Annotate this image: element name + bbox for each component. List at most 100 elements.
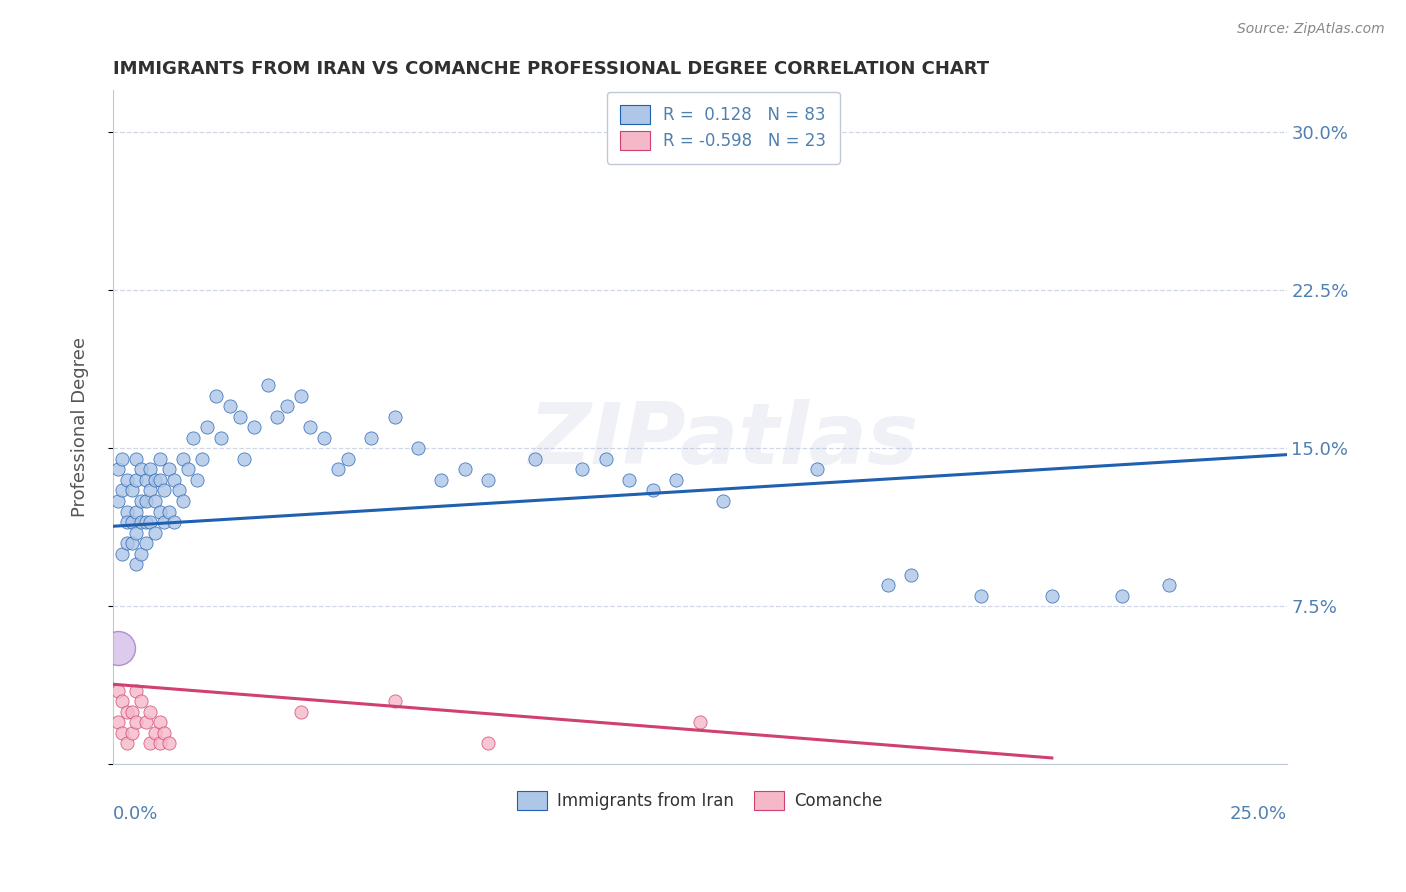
Point (181, 431, 204, 445)
Point (115, 736, 138, 750)
Point (191, 451, 214, 466)
Point (360, 431, 382, 445)
Point (406, 442, 429, 456)
Point (115, 705, 138, 719)
Point (163, 473, 186, 487)
Point (139, 515, 162, 529)
Point (135, 536, 157, 550)
Point (143, 525, 166, 540)
Point (107, 715, 129, 730)
Point (524, 451, 547, 466)
Point (384, 694, 406, 708)
Point (115, 536, 138, 550)
Point (121, 536, 143, 550)
Point (430, 473, 453, 487)
Point (228, 409, 250, 424)
Point (129, 694, 152, 708)
Point (107, 494, 129, 508)
Point (125, 683, 148, 698)
Point (595, 451, 617, 466)
Point (619, 473, 641, 487)
Point (157, 462, 180, 476)
Point (121, 515, 143, 529)
Point (157, 504, 180, 518)
Point (115, 515, 138, 529)
Point (167, 483, 190, 498)
Point (233, 451, 256, 466)
Point (290, 389, 312, 403)
Point (125, 451, 148, 466)
Point (157, 736, 180, 750)
Point (125, 715, 148, 730)
Text: 0.0%: 0.0% (112, 805, 159, 822)
Text: IMMIGRANTS FROM IRAN VS COMANCHE PROFESSIONAL DEGREE CORRELATION CHART: IMMIGRANTS FROM IRAN VS COMANCHE PROFESS… (112, 60, 988, 78)
Point (172, 451, 194, 466)
Point (143, 725, 166, 739)
Point (209, 431, 232, 445)
Point (172, 494, 194, 508)
Point (384, 409, 406, 424)
Point (149, 736, 172, 750)
Point (139, 483, 162, 498)
Y-axis label: Professional Degree: Professional Degree (72, 337, 89, 517)
Point (290, 705, 312, 719)
Point (111, 694, 134, 708)
Legend: Immigrants from Iran, Comanche: Immigrants from Iran, Comanche (510, 784, 889, 816)
Point (256, 378, 278, 392)
Point (115, 473, 138, 487)
Point (806, 462, 828, 476)
Point (205, 389, 228, 403)
Point (153, 725, 176, 739)
Point (276, 399, 298, 413)
Point (186, 473, 208, 487)
Point (665, 473, 688, 487)
Point (111, 547, 134, 561)
Text: Source: ZipAtlas.com: Source: ZipAtlas.com (1237, 22, 1385, 37)
Point (135, 473, 157, 487)
Point (139, 736, 162, 750)
Point (125, 473, 148, 487)
Point (129, 547, 152, 561)
Point (139, 462, 162, 476)
Point (641, 483, 664, 498)
Point (153, 483, 176, 498)
Point (219, 399, 242, 413)
Point (876, 578, 898, 592)
Point (900, 567, 922, 582)
Text: ZIPatlas: ZIPatlas (529, 400, 918, 483)
Point (121, 725, 143, 739)
Point (177, 462, 200, 476)
Point (477, 473, 499, 487)
Point (195, 420, 218, 434)
Point (111, 483, 134, 498)
Point (111, 725, 134, 739)
Point (129, 462, 152, 476)
Point (125, 557, 148, 571)
Point (266, 409, 288, 424)
Point (689, 715, 711, 730)
Point (1040, 589, 1063, 603)
Point (970, 589, 993, 603)
Point (1159, 578, 1181, 592)
Point (129, 515, 152, 529)
Point (125, 525, 148, 540)
Point (1111, 589, 1133, 603)
Point (336, 451, 359, 466)
Point (143, 494, 166, 508)
Point (454, 462, 477, 476)
Point (115, 504, 138, 518)
Point (571, 462, 593, 476)
Point (121, 705, 143, 719)
Point (477, 736, 499, 750)
Point (328, 462, 350, 476)
Point (149, 473, 172, 487)
Point (149, 715, 172, 730)
Point (711, 494, 734, 508)
Text: 25.0%: 25.0% (1229, 805, 1286, 822)
Point (111, 451, 134, 466)
Point (163, 515, 186, 529)
Point (135, 515, 157, 529)
Point (153, 515, 176, 529)
Point (125, 504, 148, 518)
Point (135, 494, 157, 508)
